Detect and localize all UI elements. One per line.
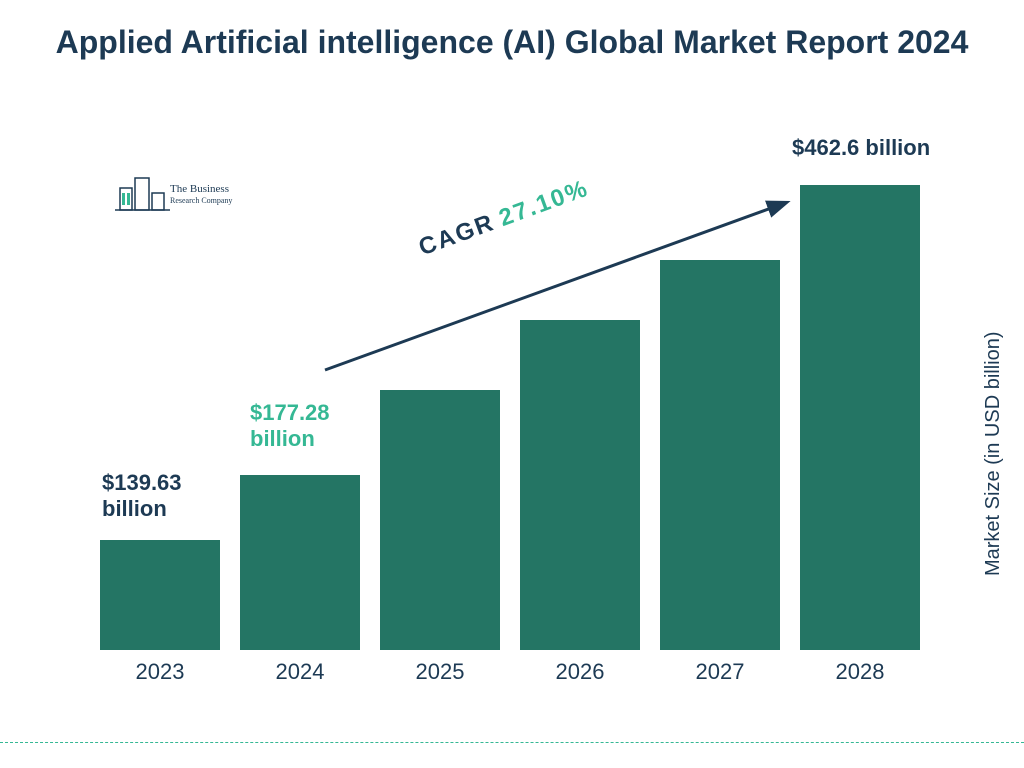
chart-title: Applied Artificial intelligence (AI) Glo…	[0, 22, 1024, 62]
value-label-2024: $177.28 billion	[250, 400, 390, 453]
bar-2028	[800, 185, 920, 650]
xlabel-2027: 2027	[660, 659, 780, 685]
bar-2027	[660, 260, 780, 650]
bar-2025	[380, 390, 500, 650]
xlabel-2025: 2025	[380, 659, 500, 685]
xlabel-2026: 2026	[520, 659, 640, 685]
bottom-divider	[0, 742, 1024, 743]
bar-2023	[100, 540, 220, 650]
xlabel-2024: 2024	[240, 659, 360, 685]
value-label-2023: $139.63 billion	[102, 470, 242, 523]
bar-2026	[520, 320, 640, 650]
xlabel-2028: 2028	[800, 659, 920, 685]
bar-2024	[240, 475, 360, 650]
xlabel-2023: 2023	[100, 659, 220, 685]
y-axis-label: Market Size (in USD billion)	[983, 332, 1006, 577]
value-label-2028: $462.6 billion	[792, 135, 932, 161]
